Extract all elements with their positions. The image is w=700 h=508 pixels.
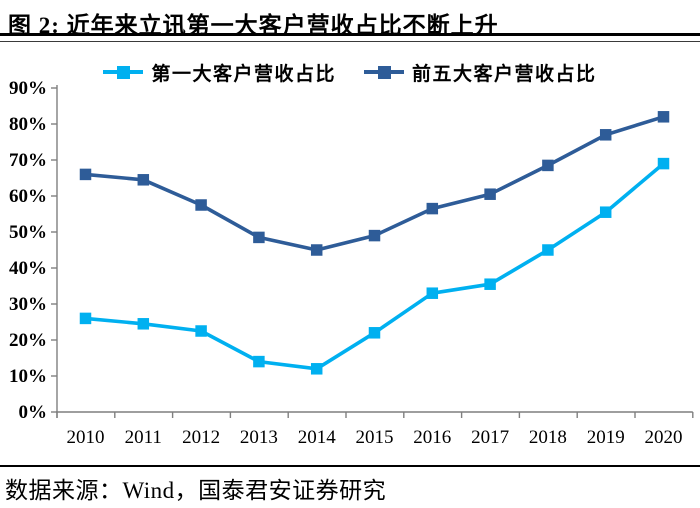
series2-line-marker-icon (364, 65, 404, 79)
svg-text:2020: 2020 (645, 427, 683, 448)
legend-item-top5-customers: 前五大客户营收占比 (364, 59, 597, 86)
svg-text:40%: 40% (9, 258, 47, 279)
svg-text:10%: 10% (9, 366, 47, 387)
title-underline-thin (0, 41, 700, 42)
legend-label-top-customer: 第一大客户营收占比 (151, 63, 336, 85)
chart-legend: 第一大客户营收占比 前五大客户营收占比 (0, 58, 700, 86)
svg-text:2017: 2017 (471, 427, 509, 448)
data-source: 数据来源：Wind，国泰君安证券研究 (5, 478, 387, 503)
svg-text:2010: 2010 (67, 427, 105, 448)
svg-text:2019: 2019 (587, 427, 625, 448)
series1-line-marker-icon (103, 65, 144, 79)
svg-text:2012: 2012 (182, 427, 220, 448)
line-chart: 0% 10% 20% 30% 40% 50% 60% 70% 80% 90% 2010 2011 201… (9, 78, 694, 448)
svg-text:0%: 0% (19, 402, 48, 423)
svg-text:2018: 2018 (529, 427, 567, 448)
svg-text:30%: 30% (9, 294, 47, 315)
series1-square-marker-icon (117, 65, 131, 79)
svg-text:80%: 80% (9, 114, 47, 135)
svg-text:2013: 2013 (240, 427, 278, 448)
svg-text:70%: 70% (9, 150, 47, 171)
legend-label-top5-customers: 前五大客户营收占比 (412, 63, 597, 85)
series2-square-marker-icon (378, 65, 391, 79)
svg-text:2016: 2016 (413, 427, 451, 448)
svg-text:2015: 2015 (356, 427, 394, 448)
svg-text:20%: 20% (9, 330, 47, 351)
svg-text:2014: 2014 (298, 427, 337, 448)
footer-rule (0, 465, 700, 467)
legend-item-top-customer: 第一大客户营收占比 (103, 59, 336, 86)
svg-text:90%: 90% (9, 78, 47, 99)
svg-text:2011: 2011 (125, 427, 162, 448)
title-underline-thick (0, 33, 700, 36)
svg-text:50%: 50% (9, 222, 47, 243)
svg-text:60%: 60% (9, 186, 47, 207)
